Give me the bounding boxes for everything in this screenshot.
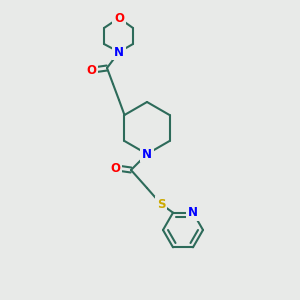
Text: O: O: [114, 11, 124, 25]
Text: N: N: [188, 206, 198, 219]
Text: S: S: [157, 197, 165, 211]
Text: N: N: [142, 148, 152, 160]
Text: N: N: [114, 46, 124, 59]
Text: O: O: [110, 161, 120, 175]
Text: O: O: [86, 64, 96, 76]
